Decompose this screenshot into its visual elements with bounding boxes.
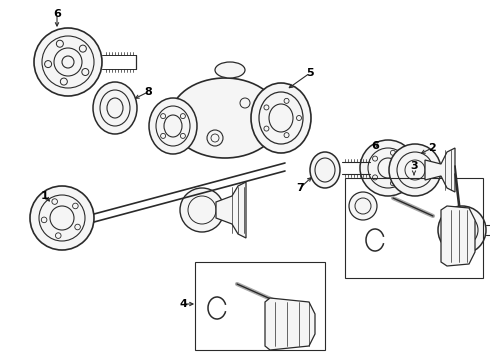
Circle shape [360,140,416,196]
Text: 1: 1 [41,191,49,201]
Circle shape [389,144,441,196]
Text: 7: 7 [296,183,304,193]
Circle shape [180,188,224,232]
Bar [345,178,483,278]
Circle shape [349,192,377,220]
Text: 6: 6 [371,141,379,151]
Ellipse shape [149,98,197,154]
Text: 4: 4 [179,299,187,309]
Circle shape [438,206,486,254]
Text: 8: 8 [144,87,152,97]
Polygon shape [441,206,475,266]
Text: 6: 6 [53,9,61,19]
Circle shape [30,186,94,250]
Text: 2: 2 [428,143,436,153]
Text: 5: 5 [306,68,314,78]
Circle shape [34,28,102,96]
Ellipse shape [251,83,311,153]
Bar [195,262,325,350]
Ellipse shape [310,152,340,188]
Polygon shape [216,182,246,238]
Ellipse shape [215,62,245,78]
Text: 3: 3 [410,161,418,171]
Ellipse shape [93,82,137,134]
Polygon shape [425,148,455,192]
Circle shape [207,130,223,146]
Ellipse shape [170,78,280,158]
Polygon shape [265,298,315,350]
